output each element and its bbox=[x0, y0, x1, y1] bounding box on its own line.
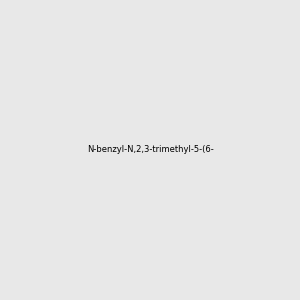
Text: N-benzyl-N,2,3-trimethyl-5-(6-: N-benzyl-N,2,3-trimethyl-5-(6- bbox=[87, 146, 213, 154]
